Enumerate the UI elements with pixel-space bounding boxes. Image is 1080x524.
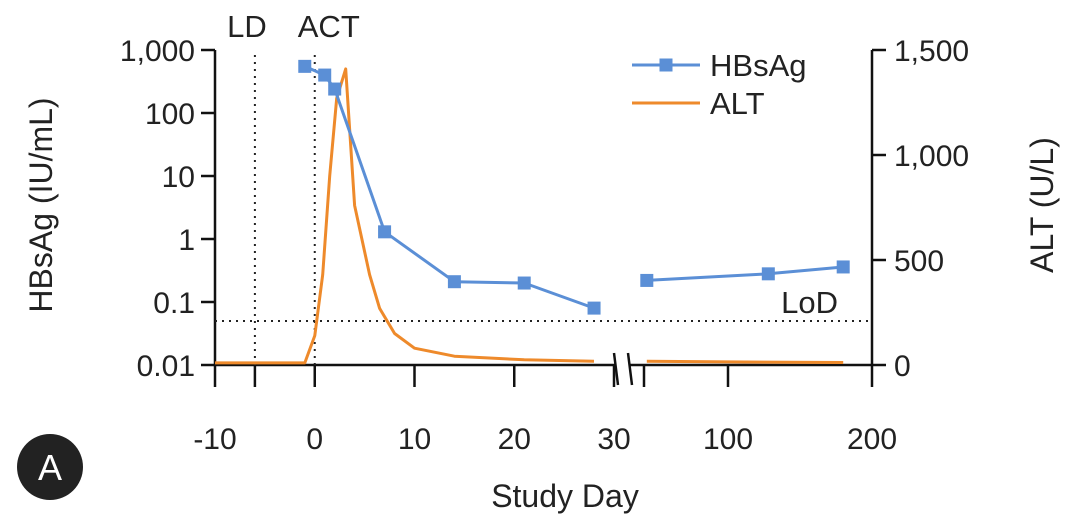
hbsag-data-point	[378, 225, 392, 239]
alt-series-line	[215, 67, 844, 365]
x-tick-label: 20	[498, 423, 531, 456]
act-label: ACT	[298, 9, 360, 44]
legend-alt-label: ALT	[710, 86, 765, 121]
y-axis-left-title: HBsAg (IU/mL)	[23, 97, 59, 312]
x-tick-label: 10	[398, 423, 431, 456]
series-layer	[215, 59, 850, 365]
x-tick-label: 30	[597, 423, 630, 456]
x-tick-label: -10	[193, 423, 236, 456]
x-axis-break-mark	[626, 352, 634, 386]
axes: 1,000 100 10 1 0.1 0.01 1,500 1,000 500 0 -10 0 10 20…	[120, 35, 969, 456]
hbsag-data-point	[640, 273, 654, 287]
y-right-tick-label: 1,000	[894, 140, 969, 173]
legend-hbsag-marker	[659, 58, 673, 72]
ld-label: LD	[227, 9, 267, 44]
y-left-tick-label: 1	[178, 224, 195, 257]
panel-label-badge	[17, 434, 83, 500]
legend: HBsAg ALT	[632, 48, 806, 121]
reference-lines	[215, 55, 872, 365]
y-left-tick-label: 10	[162, 161, 195, 194]
y-right-tick-label: 500	[894, 245, 944, 278]
y-left-tick-label: 0.01	[137, 350, 195, 383]
hbsag-data-point	[318, 68, 332, 82]
y-left-tick-label: 1,000	[120, 35, 195, 68]
hbsag-data-point	[761, 267, 775, 281]
y-right-tick-label: 1,500	[894, 35, 969, 68]
y-left-tick-label: 100	[145, 98, 195, 131]
hbsag-data-point	[517, 276, 531, 290]
x-tick-label: 0	[306, 423, 323, 456]
hbsag-data-point	[298, 59, 312, 73]
x-axis-break-mark	[612, 352, 620, 386]
legend-hbsag-label: HBsAg	[710, 48, 806, 83]
lod-label: LoD	[781, 285, 838, 320]
y-left-tick-label: 0.1	[153, 287, 195, 320]
x-axis-title: Study Day	[491, 478, 639, 514]
hbsag-data-point	[836, 260, 850, 274]
y-axis-right-title: ALT (U/L)	[1024, 137, 1060, 273]
x-tick-label: 100	[703, 423, 753, 456]
hbsag-data-point	[587, 301, 601, 315]
hbsag-data-point	[328, 82, 342, 96]
x-tick-label: 200	[847, 423, 897, 456]
panel-label: A	[38, 447, 62, 488]
y-right-tick-label: 0	[894, 350, 911, 383]
hbsag-data-point	[447, 275, 461, 289]
